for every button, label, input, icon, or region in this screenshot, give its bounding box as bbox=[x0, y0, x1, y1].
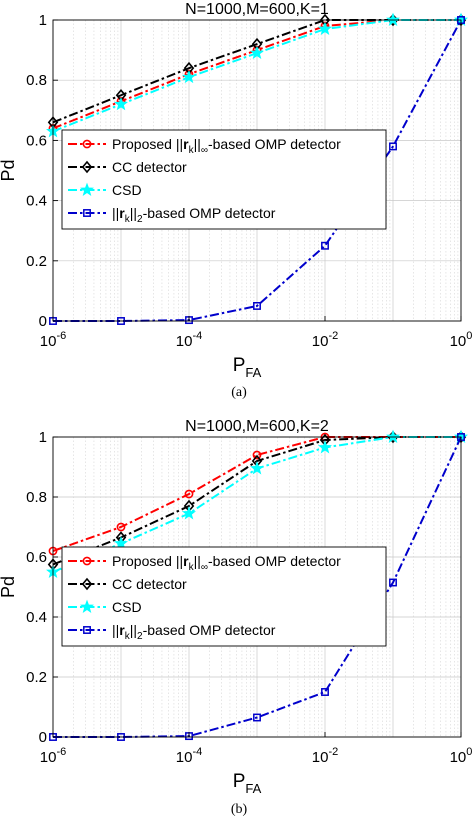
y-tick-label: 0.8 bbox=[26, 72, 47, 89]
legend-label: CSD bbox=[112, 599, 142, 615]
x-axis-label: PFA bbox=[233, 355, 262, 380]
y-tick-label: 0.6 bbox=[26, 549, 47, 566]
legend-entry: Proposed ||rk||∞-based OMP detector bbox=[68, 136, 341, 156]
legend-label: ||rk||2-based OMP detector bbox=[112, 205, 276, 225]
x-tick-label: 10-4 bbox=[176, 746, 202, 766]
y-axis-label: Pd bbox=[0, 576, 18, 598]
marker-star bbox=[182, 506, 196, 520]
chart-title: N=1000,M=600,K=2 bbox=[185, 418, 329, 435]
y-tick-label: 0.4 bbox=[26, 609, 47, 626]
legend-entry: CSD bbox=[68, 182, 142, 198]
series-line bbox=[53, 19, 462, 322]
marker-star bbox=[182, 69, 196, 84]
marker-square bbox=[389, 578, 397, 587]
y-tick-label: 0.4 bbox=[26, 193, 47, 210]
y-tick-label: 0.2 bbox=[26, 253, 47, 270]
legend: Proposed ||rk||∞-based OMP detector CC de… bbox=[61, 129, 387, 230]
legend-label: ||rk||2-based OMP detector bbox=[112, 622, 276, 642]
marker-square bbox=[83, 626, 91, 634]
chart-panel: 10-6 10-4 10-2 100 0 0.2 0.4 0.6 0.8 1 N=1000,M=60… bbox=[0, 418, 472, 817]
chart-title: N=1000,M=600,K=1 bbox=[185, 1, 329, 18]
legend-entry: CC detector bbox=[68, 576, 187, 592]
marker-circle bbox=[82, 139, 92, 149]
marker-circle bbox=[82, 556, 92, 566]
marker-diamond bbox=[81, 160, 93, 174]
legend-entry: CSD bbox=[68, 599, 142, 615]
legend-entry: ||rk||2-based OMP detector bbox=[68, 205, 276, 225]
y-tick-label: 1 bbox=[39, 429, 47, 446]
marker-star bbox=[250, 45, 264, 60]
figure-caption: (a) bbox=[231, 385, 247, 400]
legend-entry: ||rk||2-based OMP detector bbox=[68, 622, 276, 642]
marker-square bbox=[83, 209, 91, 217]
legend-box bbox=[61, 546, 387, 647]
y-tick-label: 1 bbox=[39, 12, 47, 29]
x-tick-label: 10-2 bbox=[312, 746, 338, 766]
x-tick-label: 10-2 bbox=[312, 330, 338, 350]
y-tick-label: 0 bbox=[39, 729, 47, 746]
marker-circle bbox=[116, 522, 126, 532]
marker-square bbox=[253, 302, 261, 310]
marker-star bbox=[250, 461, 264, 475]
chart-panel: 10-6 10-4 10-2 100 0 0.2 0.4 0.6 0.8 1 N=1000,M=60… bbox=[0, 1, 472, 400]
marker-circle bbox=[252, 450, 262, 460]
y-tick-label: 0.6 bbox=[26, 132, 47, 149]
y-axis-label: Pd bbox=[0, 159, 18, 181]
x-tick-label: 10-6 bbox=[40, 746, 66, 766]
legend-box bbox=[61, 129, 387, 230]
marker-square bbox=[321, 688, 329, 696]
marker-star bbox=[386, 12, 400, 26]
marker-star bbox=[80, 599, 94, 613]
axes-box bbox=[52, 436, 462, 738]
x-tick-label: 100 bbox=[450, 746, 473, 766]
marker-diamond bbox=[81, 577, 93, 591]
marker-square bbox=[321, 241, 329, 250]
marker-circle bbox=[184, 489, 194, 499]
figure-caption: (b) bbox=[231, 802, 248, 817]
axes-box bbox=[52, 19, 462, 322]
marker-star bbox=[318, 440, 332, 454]
y-tick-label: 0.2 bbox=[26, 669, 47, 686]
legend-entry: CC detector bbox=[68, 159, 187, 175]
marker-square bbox=[389, 142, 397, 151]
legend-label: Proposed ||rk||∞-based OMP detector bbox=[112, 136, 341, 156]
marker-star bbox=[114, 536, 128, 550]
marker-star bbox=[318, 21, 332, 35]
series-line bbox=[53, 436, 462, 738]
legend-label: CSD bbox=[112, 182, 142, 198]
y-tick-label: 0 bbox=[39, 313, 47, 330]
legend-label: CC detector bbox=[112, 159, 187, 175]
x-tick-label: 10-6 bbox=[40, 330, 66, 350]
marker-star bbox=[80, 182, 94, 196]
legend: Proposed ||rk||∞-based OMP detector CC de… bbox=[61, 546, 387, 647]
marker-square bbox=[253, 713, 261, 722]
x-tick-label: 10-4 bbox=[176, 330, 202, 350]
x-tick-label: 100 bbox=[450, 330, 473, 350]
marker-star bbox=[114, 96, 128, 111]
legend-label: CC detector bbox=[112, 576, 187, 592]
marker-star bbox=[386, 429, 400, 443]
x-axis-label: PFA bbox=[233, 771, 262, 796]
legend-entry: Proposed ||rk||∞-based OMP detector bbox=[68, 553, 341, 573]
legend-label: Proposed ||rk||∞-based OMP detector bbox=[112, 553, 341, 573]
y-tick-label: 0.8 bbox=[26, 489, 47, 506]
